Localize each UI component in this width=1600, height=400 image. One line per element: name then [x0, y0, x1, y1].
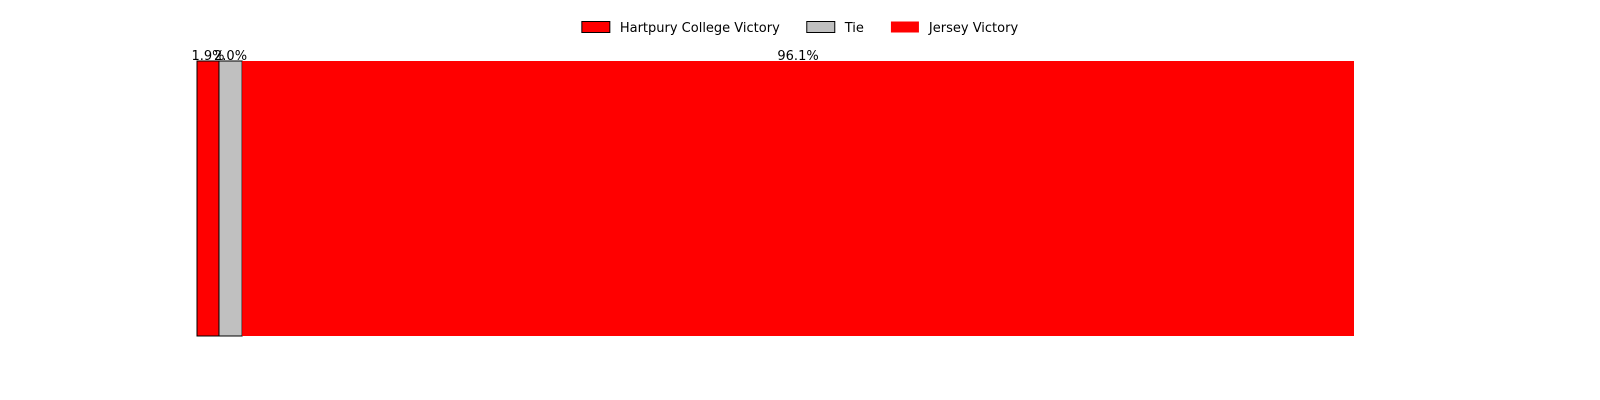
legend-label-jersey-victory: Jersey Victory	[928, 21, 1019, 36]
bar-group	[196, 60, 1354, 337]
data-label-hartpury-college-victory: 1.9%	[191, 49, 224, 64]
data-label-jersey-victory: 96.1%	[777, 49, 818, 64]
legend-swatch-jersey-victory	[890, 21, 919, 33]
legend-item-hartpury-college-victory: Hartpury College Victory	[581, 21, 780, 36]
data-label-tie: 2.0%	[214, 49, 247, 64]
bar-segment-jersey-victory	[242, 61, 1354, 336]
legend-item-jersey-victory: Jersey Victory	[890, 21, 1019, 36]
legend-swatch-tie	[806, 21, 836, 33]
legend-swatch-hartpury-college-victory	[581, 21, 611, 33]
legend-item-tie: Tie	[806, 21, 864, 36]
legend-label-hartpury-college-victory: Hartpury College Victory	[620, 21, 780, 36]
bar-segment-tie	[218, 60, 243, 337]
legend: Hartpury College Victory Tie Jersey Victor…	[581, 21, 1019, 36]
bar-segment-hartpury-college-victory	[196, 60, 220, 337]
legend-label-tie: Tie	[844, 21, 864, 36]
data-label-group: 1.9%2.0% 96.1%	[191, 49, 818, 64]
